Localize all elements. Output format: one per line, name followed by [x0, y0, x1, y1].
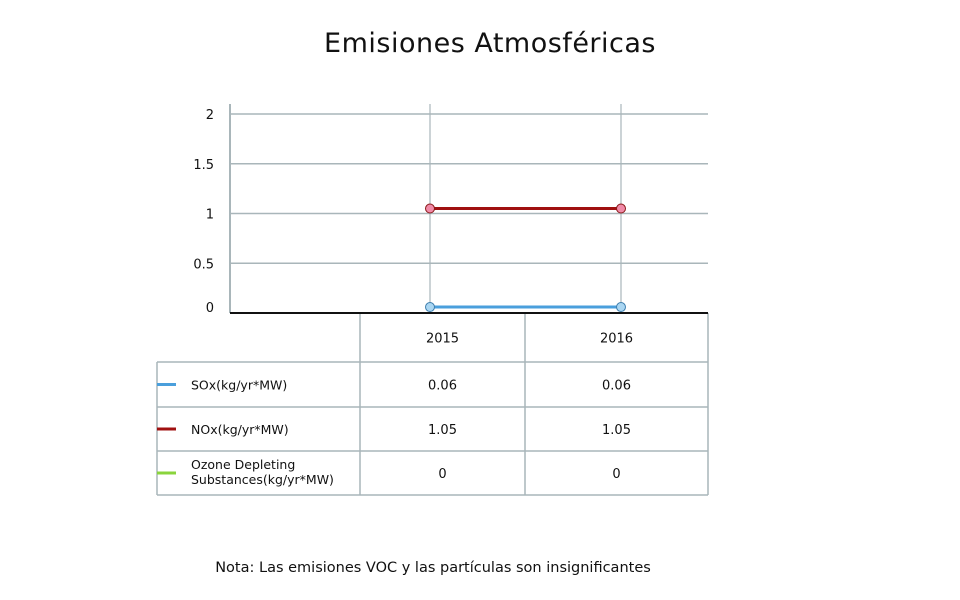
- text-layer: 0 0.5 1 1.5 2 2015 2016 SOx(kg/yr*MW) 0.06 0.06 NO…: [191, 108, 633, 487]
- point-0-1: [616, 302, 626, 313]
- data-cell-0-0: 0.06: [428, 379, 457, 394]
- data-cell-1-1: 1.05: [602, 423, 631, 438]
- y-tick-label: 1: [206, 208, 214, 223]
- footnote: Nota: Las emisiones VOC y las partículas…: [215, 560, 651, 576]
- point-1-0: [425, 203, 435, 214]
- series-layer: [425, 203, 626, 313]
- data-cell-2-0: 0: [438, 467, 446, 482]
- data-cell-0-1: 0.06: [602, 379, 631, 394]
- point-0-0: [425, 302, 435, 313]
- y-tick-label: 1.5: [193, 158, 214, 173]
- data-table: [156, 312, 709, 496]
- category-label-2015: 2015: [426, 332, 459, 347]
- legend-label-0: SOx(kg/yr*MW): [191, 378, 287, 393]
- data-cell-2-1: 0: [612, 467, 620, 482]
- legend-label-1: NOx(kg/yr*MW): [191, 422, 289, 437]
- chart-title: Emisiones Atmosféricas: [324, 28, 656, 59]
- y-tick-label: 0: [206, 301, 214, 316]
- legend-label-2: Ozone Depleting Substances(kg/yr*MW): [191, 457, 334, 487]
- point-1-1: [616, 203, 626, 214]
- y-tick-label: 2: [206, 108, 214, 123]
- data-cell-1-0: 1.05: [428, 423, 457, 438]
- y-tick-label: 0.5: [193, 257, 214, 272]
- category-label-2016: 2016: [600, 332, 633, 347]
- grid-layer: [229, 104, 708, 313]
